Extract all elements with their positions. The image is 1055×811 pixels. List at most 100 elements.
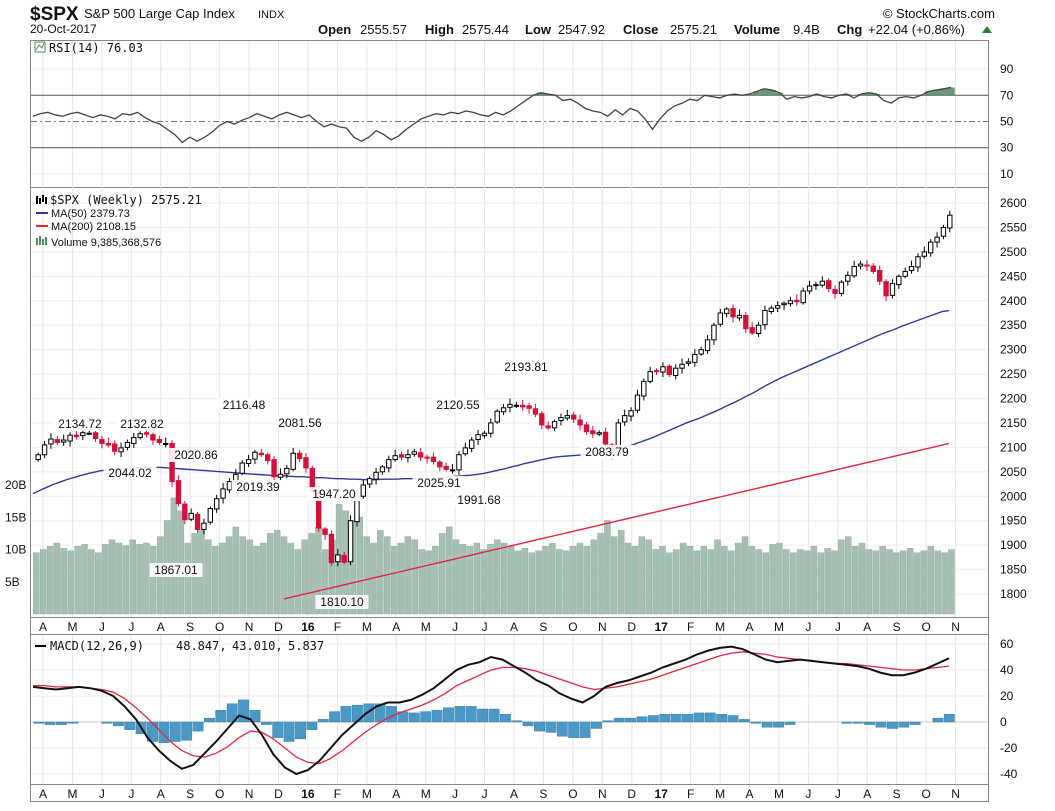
x-tick-label: O (921, 787, 930, 801)
rsi-legend-text: RSI(14) 76.03 (49, 41, 143, 55)
volume-bar (645, 539, 652, 615)
volume-bar (136, 544, 143, 615)
macd-tick-label: -40 (1000, 767, 1018, 781)
candle-down (877, 269, 883, 282)
candle-down (92, 432, 99, 440)
candle-down (826, 280, 832, 290)
volume-bar (631, 546, 639, 615)
price-tick-label: 1950 (1000, 514, 1027, 528)
candle-down (583, 424, 590, 433)
volume-bar (232, 526, 240, 615)
volume-bar (748, 546, 756, 615)
volume-bar (886, 549, 893, 615)
candle-down (749, 327, 755, 334)
volume-bar (170, 497, 178, 615)
x-tick-label: A (510, 787, 518, 801)
candle-up (163, 442, 169, 445)
macd-histogram-bar (636, 716, 648, 723)
candle-down (296, 452, 303, 460)
ma200-line (283, 442, 950, 600)
macd-histogram-bar (647, 715, 659, 723)
candle-up (373, 471, 379, 480)
candle-up (124, 441, 131, 448)
candle-down (430, 456, 437, 463)
macd-histogram-bar (283, 721, 295, 742)
macd-histogram-bar (181, 721, 193, 741)
macd-histogram-bar (522, 721, 534, 727)
x-tick-label: A (39, 620, 47, 634)
macd-histogram-bar (477, 708, 489, 723)
candle-down (418, 452, 424, 458)
annotation-bg (217, 398, 271, 412)
x-tick-label: J (99, 620, 105, 634)
x-tick-label: J (452, 620, 458, 634)
date-axis-strip-bottom (30, 784, 989, 802)
macd-histogram-bar (260, 721, 272, 725)
volume-bar (122, 545, 130, 615)
macd-line (32, 645, 950, 776)
candle-up (947, 214, 953, 229)
up-arrow-icon (982, 26, 992, 33)
macd-histogram-bar (909, 721, 921, 725)
price-tick-label: 2500 (1000, 245, 1027, 259)
annotation-bg (231, 480, 285, 494)
candle-up (628, 410, 634, 417)
candle-up (220, 488, 226, 499)
macd-histogram-bar (670, 714, 682, 723)
candle-up (596, 432, 602, 435)
x-tick-label: J (805, 787, 811, 801)
candle-up (724, 308, 730, 314)
candle-up (284, 467, 290, 475)
candle-up (252, 451, 258, 460)
candle-up (806, 285, 813, 292)
candle-up (239, 462, 245, 474)
x-tick-label: F (334, 620, 341, 634)
macd-histogram-bar (499, 714, 511, 723)
volume-bar (714, 539, 721, 615)
price-annotation: 2019.39 (236, 480, 280, 494)
volume-bars (33, 497, 955, 615)
volume-bar (893, 552, 900, 615)
chart-date: 20-Oct-2017 (30, 22, 97, 36)
volume-bar (487, 544, 494, 615)
candle-up (488, 422, 494, 434)
x-tick-label: J (835, 620, 841, 634)
candle-down (743, 314, 749, 330)
volume-bar (590, 539, 597, 615)
candle-down (532, 408, 539, 415)
volume-bar (858, 542, 866, 615)
volume-bar (88, 549, 95, 615)
volume-bar (143, 542, 150, 615)
x-tick-label: M (774, 787, 784, 801)
candle-up (851, 266, 857, 277)
candle-down (545, 425, 551, 429)
macd-histogram-bar (272, 721, 284, 738)
macd-histogram-bar (101, 721, 113, 724)
candle-down (169, 442, 175, 483)
macd-legend-label: MACD(12,26,9) (50, 639, 144, 653)
candle-up (405, 454, 411, 459)
macd-histogram-bar (591, 721, 602, 729)
volume-bar (824, 548, 831, 615)
macd-histogram-bar (511, 720, 523, 723)
candle-up (392, 455, 398, 461)
volume-bar (480, 549, 487, 615)
volume-bar (920, 550, 928, 615)
volume-bar (556, 549, 563, 615)
index-name: S&P 500 Large Cap Index (84, 6, 235, 21)
candle-up (513, 404, 519, 407)
macd-histogram-bar (340, 706, 352, 723)
candle-down (194, 513, 201, 530)
volume-bar (679, 542, 687, 615)
volume-bar (528, 552, 535, 615)
price-tick-label: 2600 (1000, 196, 1027, 210)
price-annotation: 2044.02 (108, 466, 152, 480)
price-annotation: 2120.55 (436, 398, 480, 412)
candle-up (507, 403, 513, 408)
macd-histogram-bar (727, 715, 739, 723)
price-legend: $SPX (Weekly) 2575.21 MA(50) 2379.73 MA(… (36, 193, 202, 249)
volume-bar (617, 529, 625, 615)
volume-bar (225, 536, 233, 615)
volume-bar (865, 549, 873, 615)
